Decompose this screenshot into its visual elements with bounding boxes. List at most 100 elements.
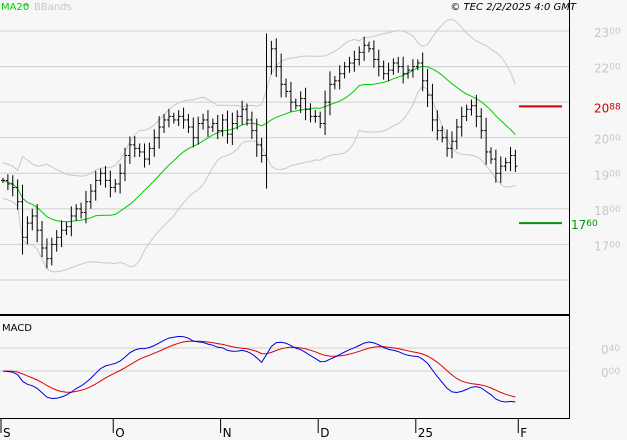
legend-bbands: BBands (34, 2, 72, 13)
price-bar (435, 110, 440, 141)
price-bar (196, 116, 201, 145)
price-bar (201, 113, 206, 130)
price-bar (284, 78, 289, 98)
support-label: 1760 (571, 218, 598, 232)
price-bar (44, 238, 49, 269)
price-bar (171, 112, 176, 124)
y-tick-label: 2300 (594, 26, 621, 40)
price-bar (254, 118, 259, 157)
macd-title: MACD (2, 323, 32, 334)
price-bar (118, 163, 123, 194)
price-bar (396, 56, 401, 73)
resistance-label: 2088 (594, 101, 621, 115)
x-tick-label: O (115, 426, 124, 440)
price-bar (313, 109, 318, 123)
price-bar (337, 65, 342, 90)
price-bar (410, 59, 415, 78)
price-bar (440, 125, 445, 143)
price-bar (498, 156, 503, 184)
price-bar (415, 59, 420, 71)
price-bar (191, 117, 196, 148)
price-bar (249, 111, 254, 139)
price-bar (132, 136, 137, 158)
price-bar (376, 49, 381, 77)
price-bar (367, 41, 371, 53)
price-bar (20, 184, 25, 255)
price-bar (493, 149, 498, 183)
price-bar (425, 68, 430, 107)
y-tick-label: 1700 (594, 239, 621, 253)
price-bar (40, 221, 45, 258)
price-bar (479, 108, 484, 139)
ma20-line (2, 65, 516, 223)
price-bar (210, 118, 215, 132)
price-bar (386, 62, 391, 82)
y-tick-label: 1800 (594, 204, 621, 218)
price-bar (88, 184, 93, 209)
price-bar (49, 237, 54, 266)
x-tick-label: F (520, 426, 527, 440)
bband-upper (2, 18, 516, 177)
macd-panel (0, 335, 569, 403)
price-bar (308, 103, 313, 123)
price-bar (469, 99, 474, 116)
y-tick-label: 2000 (594, 133, 621, 147)
price-bar (137, 143, 142, 157)
price-bar (445, 129, 450, 157)
price-bar (327, 71, 332, 116)
grid (0, 30, 569, 281)
price-bar (449, 131, 454, 159)
price-bar (98, 168, 103, 186)
price-bar (503, 157, 508, 172)
price-bar (513, 149, 518, 172)
price-bar (357, 46, 362, 66)
price-bar (391, 58, 396, 75)
price-bar (186, 113, 191, 134)
axis-labels: 2300 2200 2000 1900 1800 1700 2088 1760 040 000 S O… (0, 26, 621, 440)
price-bar (35, 204, 40, 243)
price-bar (83, 190, 88, 224)
price-bar (293, 98, 298, 110)
price-bar (323, 90, 328, 136)
price-bar (64, 221, 69, 236)
price-bar (245, 103, 249, 126)
price-bar (279, 53, 284, 98)
bbands (2, 18, 516, 273)
copyright: © TEC 2/2/2025 4:0 GMT (450, 2, 577, 13)
price-bar (79, 202, 84, 219)
price-bar (108, 170, 113, 198)
price-bar (464, 104, 469, 122)
price-bars (1, 33, 518, 269)
price-bar (420, 52, 425, 92)
price-bar (1, 177, 5, 183)
price-bar (371, 40, 376, 68)
price-bar (459, 106, 464, 137)
macd-tick-label: 040 (601, 343, 620, 357)
price-bar (69, 206, 74, 237)
price-bar (406, 65, 411, 79)
price-bar (5, 174, 10, 191)
price-bar (15, 179, 20, 210)
price-bar (10, 175, 15, 197)
x-tick-label: S (3, 426, 11, 440)
price-bar (30, 208, 35, 231)
price-bar (274, 38, 279, 78)
price-bar (113, 179, 118, 193)
price-bar (259, 137, 264, 163)
price-bar (362, 36, 367, 61)
x-tick-label: 25 (418, 426, 433, 440)
y-tick-label: 2200 (594, 62, 621, 76)
price-bar (401, 56, 406, 84)
bband-lower (2, 85, 516, 273)
price-bar (332, 75, 337, 90)
price-bar (225, 110, 230, 144)
price-bar (342, 61, 347, 79)
price-bar (235, 110, 240, 130)
price-bar (142, 143, 147, 168)
price-bar (181, 107, 186, 129)
price-bar (298, 91, 303, 113)
y-tick-label: 1900 (594, 168, 621, 182)
price-bar (103, 166, 108, 188)
price-bar (303, 87, 308, 121)
